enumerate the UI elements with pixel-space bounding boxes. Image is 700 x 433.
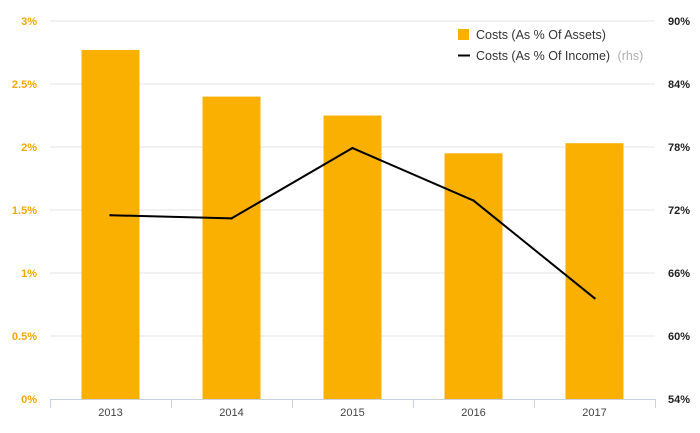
y-right-tick-label: 72%: [668, 205, 690, 217]
legend-label-line-name: Costs (As % Of Income): [476, 49, 610, 63]
bar-series: [81, 49, 624, 399]
x-tick-label: 2013: [98, 407, 122, 419]
y-left-tick-label: 1.5%: [12, 205, 37, 217]
y-left-tick-label: 0%: [21, 394, 37, 406]
y-right-tick-label: 60%: [668, 331, 690, 343]
y-left-tick-label: 2%: [21, 142, 37, 154]
y-right-tick-label: 90%: [668, 16, 690, 28]
line-point: [472, 199, 475, 202]
y-left-tick-label: 3%: [21, 16, 37, 28]
bar: [565, 143, 624, 399]
y-right-tick-label: 54%: [668, 394, 690, 406]
line-point: [351, 146, 354, 150]
x-tick-label: 2017: [582, 407, 606, 419]
line-series: [109, 146, 596, 300]
y-right-tick-label: 66%: [668, 268, 690, 280]
bar: [202, 96, 261, 399]
legend-label-bar: Costs (As % Of Assets): [476, 28, 606, 42]
line-point: [230, 217, 233, 220]
x-tick-label: 2014: [219, 407, 243, 419]
legend-label-line: Costs (As % Of Income) (rhs): [476, 49, 643, 63]
y-right-tick-label: 78%: [668, 142, 690, 154]
legend-swatch-bar: [458, 29, 469, 40]
bar: [444, 153, 503, 399]
y-left-tick-label: 2.5%: [12, 79, 37, 91]
bar: [81, 49, 140, 399]
legend-label-line-suffix: (rhs): [618, 49, 644, 63]
axes: 0% 0.5% 1% 1.5% 2% 2.5% 3% 54% 60% 66% 72% 78% 84% 90…: [12, 16, 690, 419]
x-tick-label: 2016: [461, 407, 485, 419]
y-right-tick-label: 84%: [668, 79, 690, 91]
legend: Costs (As % Of Assets) Costs (As % Of In…: [458, 28, 643, 63]
line-point: [593, 297, 596, 300]
x-tick-label: 2015: [340, 407, 364, 419]
y-left-tick-label: 1%: [21, 268, 37, 280]
bar: [323, 115, 382, 399]
y-left-tick-label: 0.5%: [12, 331, 37, 343]
line-point: [109, 214, 112, 217]
